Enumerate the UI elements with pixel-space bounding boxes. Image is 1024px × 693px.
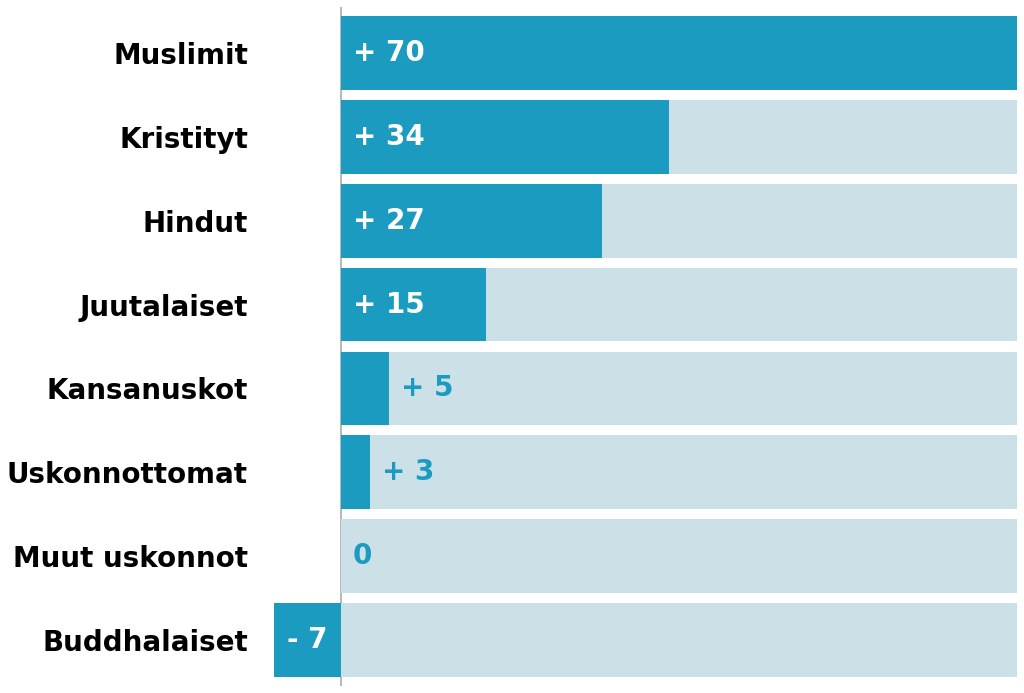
Text: + 3: + 3 <box>382 458 434 486</box>
Bar <box>341 435 1017 509</box>
Text: - 7: - 7 <box>287 626 328 654</box>
Bar <box>341 267 1017 342</box>
Bar <box>341 184 602 258</box>
Bar <box>341 351 1017 426</box>
Bar <box>341 100 670 174</box>
Bar <box>341 435 370 509</box>
Bar <box>341 267 486 342</box>
Bar <box>341 16 1017 90</box>
Bar <box>273 603 341 677</box>
Bar <box>341 603 1017 677</box>
Text: + 15: + 15 <box>352 290 425 319</box>
Text: + 5: + 5 <box>401 374 454 403</box>
Bar <box>341 519 1017 593</box>
Bar <box>341 100 1017 174</box>
Bar <box>341 351 389 426</box>
Bar <box>341 184 1017 258</box>
Text: 0: 0 <box>352 542 372 570</box>
Bar <box>341 16 1017 90</box>
Text: + 34: + 34 <box>352 123 425 151</box>
Text: + 70: + 70 <box>352 39 425 67</box>
Text: + 27: + 27 <box>352 207 425 235</box>
